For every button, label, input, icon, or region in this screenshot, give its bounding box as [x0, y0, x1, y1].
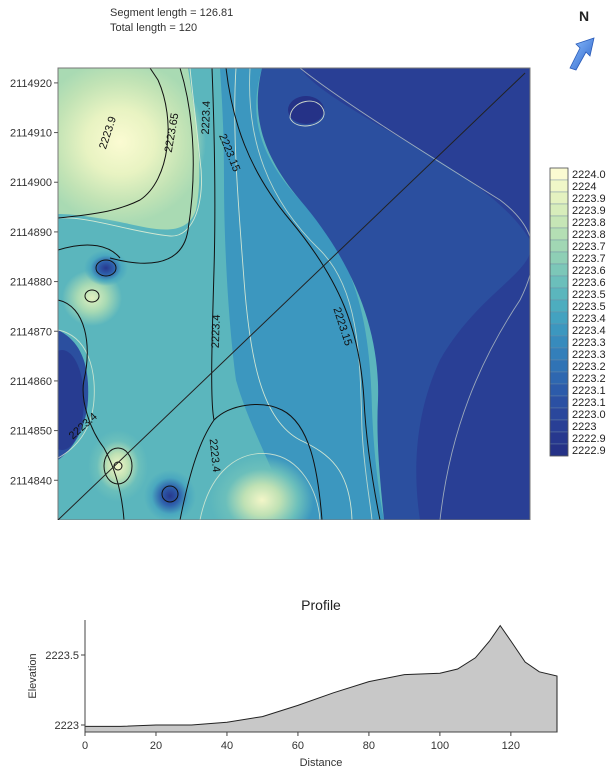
- segment-length-text: Segment length = 126.81: [110, 7, 234, 19]
- legend-label: 2223.5: [572, 289, 606, 301]
- map-y-tick-label: 2114840: [10, 475, 52, 487]
- legend-swatch: [549, 299, 569, 313]
- map-y-ticks: 2114920 2114910 2114900 2114890 2114880 21148…: [10, 78, 58, 487]
- legend-swatch: [549, 443, 569, 457]
- legend-label: 2223.6: [572, 277, 606, 289]
- legend-label: 2223.5: [572, 301, 606, 313]
- legend-label: 2223.9: [572, 205, 606, 217]
- legend-label: 2223.0: [572, 409, 606, 421]
- color-legend: 2224.022242223.92223.92223.82223.82223.7…: [549, 167, 606, 457]
- contour-label: 2223.4: [207, 438, 222, 473]
- legend-label: 2223.2: [572, 361, 606, 373]
- legend-swatch: [549, 239, 569, 253]
- length-stats: Segment length = 126.81 Total length = 1…: [110, 6, 233, 36]
- contour-label-text: 2223.4: [210, 314, 223, 348]
- map-y-tick-label: 2114890: [10, 227, 52, 239]
- legend-label: 2223.6: [572, 265, 606, 277]
- profile-x-tick-label: 120: [502, 740, 520, 752]
- map-y-tick-label: 2114850: [10, 426, 52, 438]
- legend-swatch: [549, 287, 569, 301]
- profile-y-tick-label: 2223.5: [45, 650, 79, 662]
- north-arrow-icon: [569, 37, 595, 71]
- legend-frame: [549, 167, 569, 457]
- legend-swatch: [549, 419, 569, 433]
- legend-label: 2223.2: [572, 373, 606, 385]
- contour-label-text: 2223.4: [200, 101, 213, 135]
- legend-label: 2223.3: [572, 349, 606, 361]
- legend-swatch: [549, 215, 569, 229]
- profile-x-tick-label: 80: [363, 740, 375, 752]
- profile-x-tick-label: 20: [150, 740, 162, 752]
- legend-label: 2223.4: [572, 313, 606, 325]
- profile-y-ticks: 2223 2223.5: [45, 650, 85, 732]
- total-length-text: Total length = 120: [110, 22, 198, 34]
- legend-label: 2223.8: [572, 217, 606, 229]
- legend-label: 2224: [572, 181, 596, 193]
- north-label: N: [578, 8, 590, 24]
- map-y-tick-label: 2114870: [10, 326, 52, 338]
- legend-swatch: [549, 323, 569, 337]
- contour-label: 2223.4: [200, 101, 213, 135]
- legend-swatch: [549, 179, 569, 193]
- legend-swatch: [549, 203, 569, 217]
- profile-x-tick-label: 60: [292, 740, 304, 752]
- legend-label: 2223: [572, 421, 596, 433]
- map-y-tick-label: 2114920: [10, 78, 52, 90]
- legend-swatch: [549, 431, 569, 445]
- profile-y-tick-label: 2223: [55, 720, 79, 732]
- profile-x-tick-label: 0: [82, 740, 88, 752]
- profile-y-label: Elevation: [27, 653, 39, 698]
- contour-label-text: 2223.4: [207, 438, 222, 473]
- profile-x-label: Distance: [300, 757, 343, 769]
- legend-label: 2223.1: [572, 397, 606, 409]
- map-y-tick-label: 2114860: [10, 376, 52, 388]
- map-y-tick-label: 2114910: [10, 128, 52, 140]
- profile-x-tick-label: 40: [221, 740, 233, 752]
- legend-label: 2224.0: [572, 169, 606, 181]
- legend-swatch: [549, 167, 569, 181]
- legend-swatch: [549, 191, 569, 205]
- map-y-tick-label: 2114900: [10, 177, 52, 189]
- legend-label: 2223.7: [572, 253, 606, 265]
- legend-label: 2223.3: [572, 337, 606, 349]
- legend-swatch: [549, 251, 569, 265]
- map-frame: [57, 67, 531, 520]
- legend-swatch: [549, 275, 569, 289]
- contour-lines: [58, 68, 530, 520]
- legend-swatch: [549, 371, 569, 385]
- legend-swatch: [549, 347, 569, 361]
- profile-area: [84, 624, 558, 733]
- legend-label: 2223.7: [572, 241, 606, 253]
- map-y-tick-label: 2114880: [10, 277, 52, 289]
- legend-swatch: [549, 227, 569, 241]
- profile-x-ticks: 0 20 40 60 80 100 120: [82, 732, 520, 752]
- legend-swatch: [549, 263, 569, 277]
- north-indicator: N: [566, 8, 602, 74]
- legend-label: 2222.9: [572, 433, 606, 445]
- profile-line: [57, 72, 526, 520]
- legend-swatch: [549, 359, 569, 373]
- legend-swatch: [549, 395, 569, 409]
- legend-swatch: [549, 383, 569, 397]
- legend-label: 2223.1: [572, 385, 606, 397]
- contour-label: 2223.4: [210, 314, 223, 348]
- legend-label: 2223.9: [572, 193, 606, 205]
- legend-swatch: [549, 311, 569, 325]
- profile-title: Profile: [301, 597, 341, 613]
- profile-x-tick-label: 100: [431, 740, 449, 752]
- legend-label: 2222.9: [572, 445, 606, 457]
- legend-label: 2223.8: [572, 229, 606, 241]
- legend-swatch: [549, 407, 569, 421]
- legend-label: 2223.4: [572, 325, 606, 337]
- legend-swatch: [549, 335, 569, 349]
